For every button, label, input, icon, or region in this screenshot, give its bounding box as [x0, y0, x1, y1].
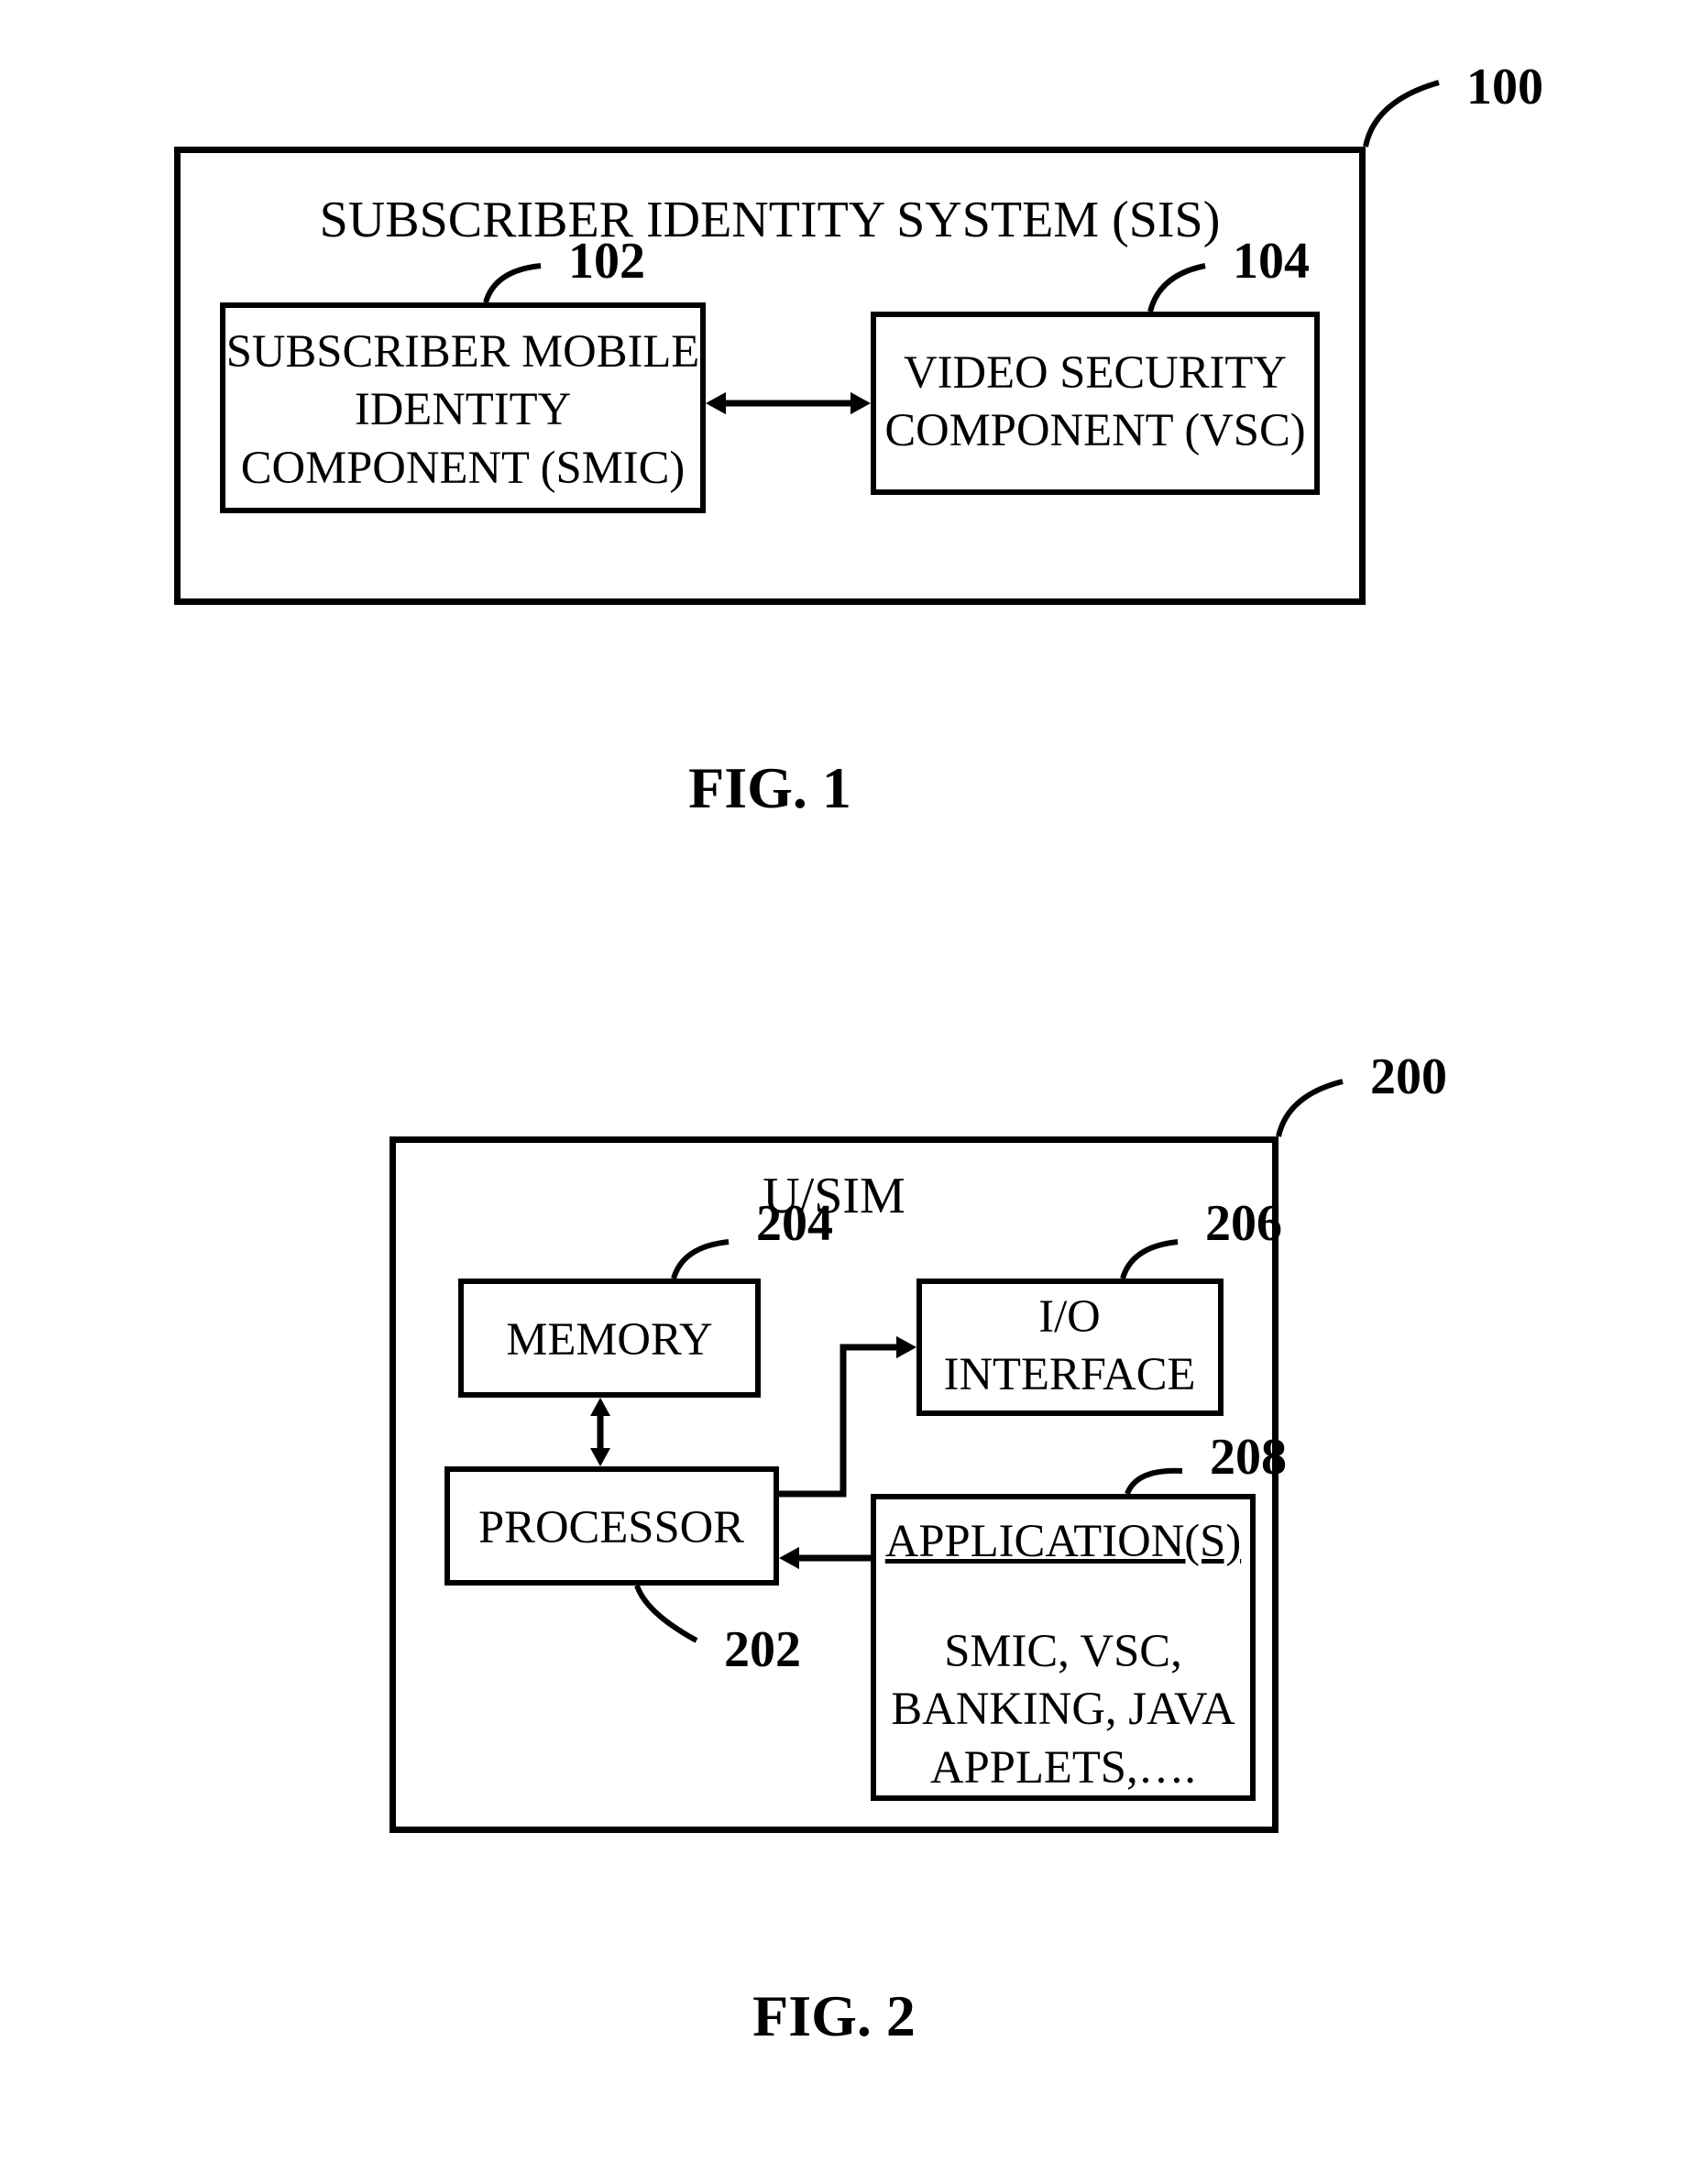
page: SUBSCRIBER IDENTITY SYSTEM (SIS) 100 SUB… [0, 0, 1690, 2184]
fig2-caption: FIG. 2 [752, 1980, 916, 2053]
fig2-apps-proc-arrow [0, 0, 1690, 2184]
